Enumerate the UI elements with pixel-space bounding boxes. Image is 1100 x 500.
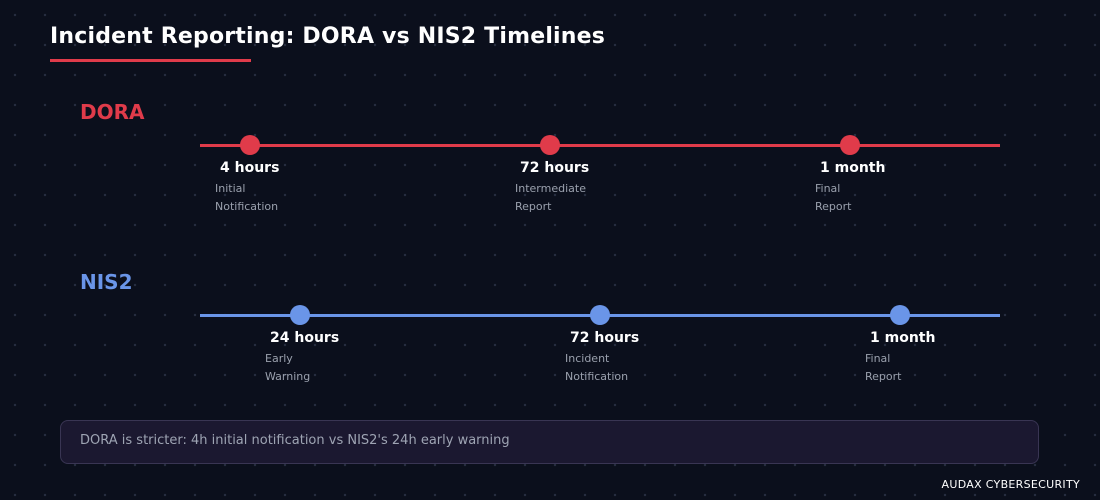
milestone-marker — [890, 305, 910, 325]
milestone-description: Intermediate Report — [515, 180, 586, 216]
milestone-description-line: Report — [815, 200, 852, 213]
milestone-marker — [590, 305, 610, 325]
track-line-dora — [200, 144, 1000, 147]
milestone-description-line: Intermediate — [515, 182, 586, 195]
milestone-time: 72 hours — [570, 330, 640, 346]
track-label-dora: DORA — [80, 100, 145, 124]
brand-footer: AUDAX CYBERSECURITY — [941, 478, 1080, 491]
milestone-description: Final Report — [815, 180, 851, 216]
milestone-description: Initial Notification — [215, 180, 278, 216]
milestone-description: Final Report — [865, 350, 901, 386]
milestone-time: 4 hours — [220, 160, 280, 176]
milestone-description-line: Incident — [565, 352, 610, 365]
milestone-description-line: Report — [515, 200, 552, 213]
track-label-nis2: NIS2 — [80, 270, 133, 294]
milestone-time: 24 hours — [270, 330, 340, 346]
milestone-description-line: Notification — [215, 200, 279, 213]
milestone-time: 72 hours — [520, 160, 590, 176]
milestone-marker — [240, 135, 260, 155]
milestone-description-line: Early — [265, 352, 293, 365]
milestone-description-line: Notification — [565, 370, 629, 383]
milestone-marker — [540, 135, 560, 155]
milestone-description-line: Initial — [215, 182, 246, 195]
comparison-note: DORA is stricter: 4h initial notificatio… — [60, 420, 1039, 464]
title-underline — [50, 59, 251, 62]
milestone-time: 1 month — [820, 160, 886, 176]
milestone-description: Early Warning — [265, 350, 310, 386]
milestone-description-line: Warning — [265, 370, 311, 383]
milestone-marker — [290, 305, 310, 325]
milestone-description-line: Final — [865, 352, 891, 365]
milestone-description-line: Report — [865, 370, 902, 383]
page-title: Incident Reporting: DORA vs NIS2 Timelin… — [50, 24, 606, 49]
milestone-description-line: Final — [815, 182, 841, 195]
comparison-note-text: DORA is stricter: 4h initial notificatio… — [80, 433, 510, 448]
milestone-marker — [840, 135, 860, 155]
milestone-time: 1 month — [870, 330, 936, 346]
milestone-description: Incident Notification — [565, 350, 628, 386]
